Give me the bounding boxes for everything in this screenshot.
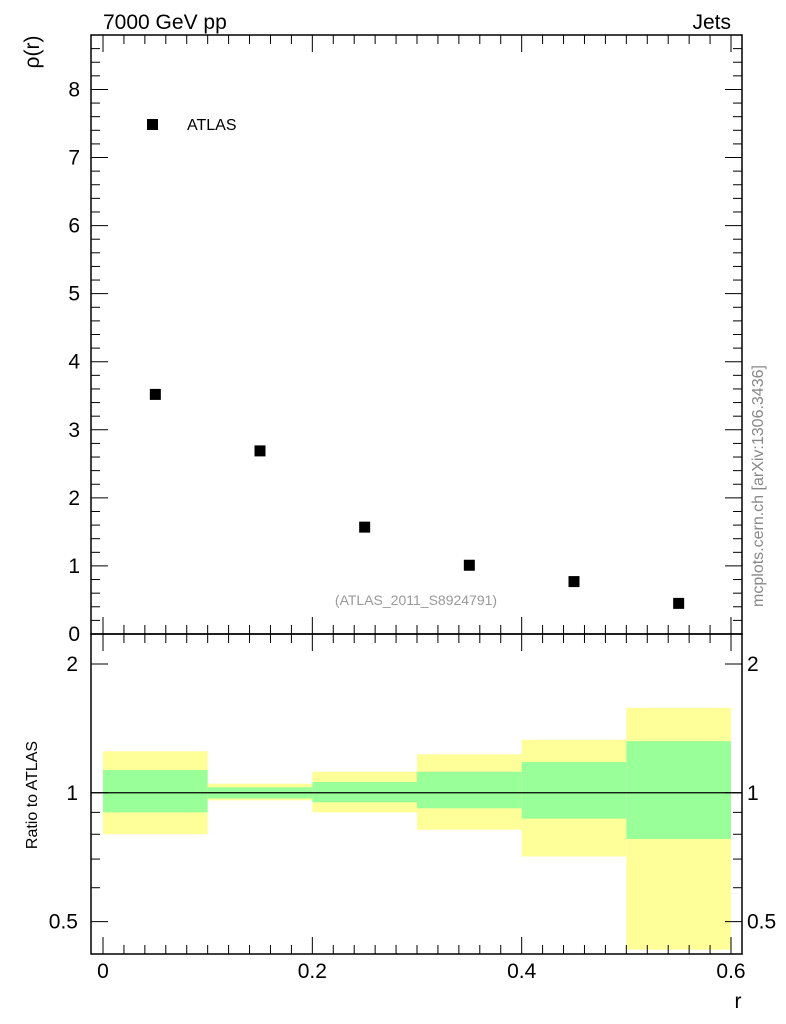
ratio-y-tick-label: 2 — [66, 653, 78, 676]
inner-band-bin-1 — [103, 770, 208, 813]
ratio-bands — [103, 707, 731, 950]
main-y-tick-label: 0 — [68, 623, 80, 646]
inner-band-bin-3 — [312, 781, 417, 803]
data-point-4 — [463, 559, 475, 571]
y-axis-label-ratio: Ratio to ATLAS — [24, 741, 41, 849]
main-y-tick-label: 8 — [68, 78, 80, 101]
tick-labels: 0 1 2 3 4 5 6 7 8 0 0.2 0.4 0.6 0.5 0.5 1 1 2 2 — [49, 78, 776, 983]
data-markers — [149, 388, 685, 609]
data-point-1 — [149, 388, 161, 400]
ratio-y-tick-label-right: 2 — [747, 653, 759, 676]
main-y-tick-label: 7 — [68, 147, 80, 170]
main-y-tick-label: 1 — [68, 555, 80, 578]
x-tick-label: 0.2 — [298, 960, 327, 983]
main-y-tick-label: 2 — [68, 487, 80, 510]
watermark: mcplots.cern.ch [arXiv:1306.3436] — [750, 365, 767, 607]
ratio-y-tick-label-right: 0.5 — [747, 911, 776, 934]
ratio-y-tick-label-right: 1 — [747, 782, 759, 805]
data-point-6 — [673, 597, 685, 609]
data-point-5 — [568, 576, 580, 588]
main-y-tick-label: 4 — [68, 351, 80, 374]
main-y-tick-label: 5 — [68, 283, 80, 306]
x-tick-label: 0 — [97, 960, 109, 983]
header-right: Jets — [692, 11, 731, 34]
legend-marker — [147, 119, 158, 130]
inner-band-bin-4 — [417, 771, 522, 809]
inner-band-bin-6 — [626, 741, 731, 839]
x-tick-label: 0.4 — [507, 960, 537, 983]
header-left: 7000 GeV pp — [103, 11, 227, 34]
data-point-3 — [359, 521, 371, 533]
y-axis-label-main: ρ(r) — [21, 36, 44, 69]
reference-label: (ATLAS_2011_S8924791) — [335, 592, 497, 608]
ratio-y-tick-label: 1 — [66, 782, 78, 805]
axis-ticks — [91, 34, 742, 954]
main-y-tick-label: 6 — [68, 215, 80, 238]
ratio-plot-frame — [90, 633, 743, 955]
legend-label: ATLAS — [187, 117, 237, 134]
main-y-tick-label: 3 — [68, 419, 80, 442]
inner-band-bin-5 — [521, 762, 627, 819]
ratio-y-tick-label: 0.5 — [49, 911, 78, 934]
x-tick-label: 0.6 — [716, 960, 745, 983]
data-point-2 — [254, 445, 266, 457]
x-axis-label: r — [735, 990, 742, 1013]
